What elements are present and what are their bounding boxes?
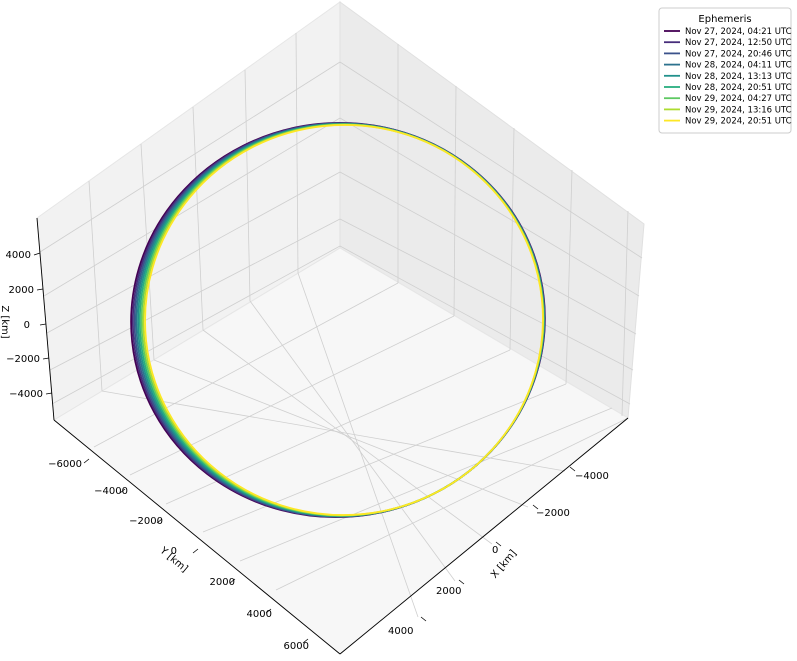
z-tick-label: −4000 [9,389,43,400]
z-tick-label: 4000 [6,250,31,261]
legend-label: Nov 29, 2024, 20:51 UTC [685,117,792,127]
tick-marks [33,252,576,644]
legend-title: Ephemeris [698,14,751,25]
z-axis-label: Z [km] [0,305,10,338]
legend-label: Nov 29, 2024, 04:27 UTC [685,94,792,104]
y-tick-label: −6000 [48,459,82,470]
x-tick-label: 2000 [436,586,461,597]
y-tick-label: 0 [171,546,177,557]
x-tick-label: −4000 [575,471,609,482]
x-tick-label: −2000 [536,508,570,519]
y-tick-label: −4000 [94,486,128,497]
x-tick-labels: −4000 −2000 0 2000 4000 [388,471,609,637]
y-tick-label: 4000 [247,609,272,620]
z-tick-labels: 4000 2000 0 −2000 −4000 [6,250,43,400]
legend-label: Nov 27, 2024, 12:50 UTC [685,38,792,48]
y-tick-label: −2000 [129,516,163,527]
legend-label: Nov 27, 2024, 04:21 UTC [685,27,792,37]
legend-label: Nov 27, 2024, 20:46 UTC [685,49,792,59]
legend-box [658,7,792,134]
z-tick-label: 0 [24,320,30,331]
z-axis-line [36,217,55,421]
axis-edges [36,217,629,655]
orbit-series [130,121,546,519]
z-tick-label: 2000 [9,285,34,296]
legend-label: Nov 28, 2024, 20:51 UTC [685,83,792,93]
x-tick-label: 0 [492,545,498,556]
legend-label: Nov 28, 2024, 13:13 UTC [685,72,792,82]
z-tick-label: −2000 [6,354,40,365]
axes-panes [36,1,645,655]
y-tick-label: 2000 [210,577,235,588]
x-axis-line [339,417,629,655]
grid-lines [39,32,643,618]
legend-label: Nov 28, 2024, 04:11 UTC [685,61,792,71]
y-axis-line [53,419,341,655]
y-tick-label: 6000 [284,641,309,652]
x-tick-label: 4000 [388,626,413,637]
legend-label: Nov 29, 2024, 13:16 UTC [685,105,792,115]
y-tick-labels: −6000 −4000 −2000 0 2000 4000 6000 [48,459,309,652]
orbit-line [144,124,544,516]
